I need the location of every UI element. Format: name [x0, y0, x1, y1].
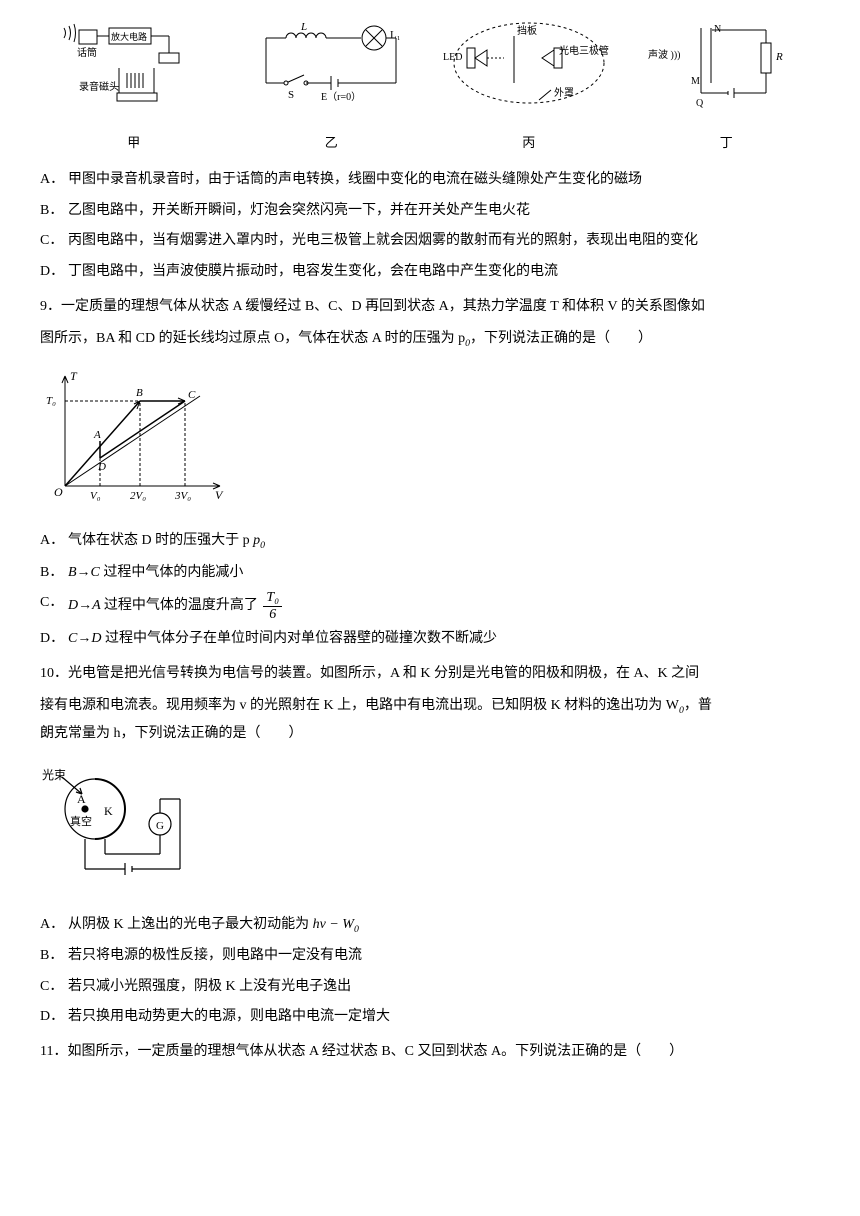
svg-text:S: S [288, 89, 294, 101]
svg-text:O: O [54, 485, 63, 499]
q9-stem: 9．一定质量的理想气体从状态 A 缓慢经过 B、C、D 再回到状态 A，其热力学… [40, 294, 820, 321]
svg-text:放大电路: 放大电路 [111, 31, 147, 42]
svg-text:话筒: 话筒 [77, 46, 97, 59]
svg-text:E（r=0）: E（r=0） [321, 91, 361, 103]
svg-text:A: A [77, 792, 86, 806]
svg-text:T: T [70, 369, 78, 383]
diagram-label-jia: 甲 [40, 131, 228, 156]
svg-text:Q: Q [696, 98, 704, 109]
q11-stem: 11．如图所示，一定质量的理想气体从状态 A 经过状态 B、C 又回到状态 A。… [40, 1039, 820, 1066]
svg-text:外罩: 外罩 [554, 87, 574, 99]
q10-stem-line3: 朗克常量为 h，下列说法正确的是（ ） [40, 721, 820, 748]
svg-text:V: V [215, 488, 224, 502]
svg-text:V₀: V₀ [90, 490, 101, 502]
svg-text:A: A [93, 429, 101, 441]
q10-figure: 光束 A K 真空 G [40, 759, 820, 900]
q10-stem-line2: 接有电源和电流表。现用频率为 v 的光照射在 K 上，电路中有电流出现。已知阴极… [40, 693, 820, 720]
svg-text:光电三极管: 光电三极管 [559, 44, 609, 57]
diagram-yi: L L₁ S E（r=0） 乙 [238, 18, 426, 155]
svg-text:光束: 光束 [42, 768, 66, 782]
q10-option-d: D．若只换用电动势更大的电源，则电路中电流一定增大 [40, 1004, 820, 1031]
diagram-jia: 放大电路 话筒 录音磁头 甲 [40, 18, 228, 155]
diagram-label-yi: 乙 [238, 131, 426, 156]
svg-text:录音磁头: 录音磁头 [79, 80, 119, 93]
q9-graph: T V O T₀ V₀ 2V₀ 3V₀ A B C D [40, 366, 820, 517]
svg-text:真空: 真空 [70, 814, 92, 828]
svg-text:L: L [300, 21, 307, 33]
q9-stem-line2: 图所示，BA 和 CD 的延长线均过原点 O，气体在状态 A 时的压强为 p0，… [40, 326, 820, 353]
svg-text:R: R [775, 51, 783, 63]
svg-text:B: B [136, 387, 143, 399]
q10-option-b: B．若只将电源的极性反接，则电路中一定没有电流 [40, 943, 820, 970]
q10-stem: 10．光电管是把光信号转换为电信号的装置。如图所示，A 和 K 分别是光电管的阳… [40, 661, 820, 688]
svg-text:LED: LED [443, 52, 462, 63]
svg-text:T₀: T₀ [46, 395, 56, 407]
q8-option-b: B．乙图电路中，开关断开瞬间，灯泡会突然闪亮一下，并在开关处产生电火花 [40, 198, 820, 225]
q8-option-a: A．甲图中录音机录音时，由于话筒的声电转换，线圈中变化的电流在磁头缝隙处产生变化… [40, 167, 820, 194]
svg-text:K: K [104, 804, 113, 818]
svg-text:C: C [188, 389, 196, 401]
svg-text:G: G [156, 820, 164, 832]
q9-option-d: D．C→D 过程中气体分子在单位时间内对单位容器壁的碰撞次数不断减少 [40, 626, 820, 653]
svg-text:M: M [691, 76, 700, 87]
diagram-ding: 声波 ))) M N R Q 丁 [633, 18, 821, 155]
svg-text:声波 ))): 声波 ))) [648, 48, 681, 61]
q8-option-c: C．丙图电路中，当有烟雾进入罩内时，光电三极管上就会因烟雾的散射而有光的照射，表… [40, 228, 820, 255]
q10-option-c: C．若只减小光照强度，阴极 K 上没有光电子逸出 [40, 974, 820, 1001]
svg-text:挡板: 挡板 [517, 24, 537, 37]
q8-option-d: D．丁图电路中，当声波使膜片振动时，电容发生变化，会在电路中产生变化的电流 [40, 259, 820, 286]
q9-option-a: A．气体在状态 D 时的压强大于 p p0 [40, 528, 820, 555]
svg-text:L₁: L₁ [390, 29, 401, 41]
svg-text:2V₀: 2V₀ [130, 490, 146, 502]
diagram-bing: LED 挡板 光电三极管 外罩 丙 [435, 18, 623, 155]
circuit-diagrams: 放大电路 话筒 录音磁头 甲 L [40, 18, 820, 155]
q9-option-c: C．D→A 过程中气体的温度升高了 T₀6 [40, 590, 820, 622]
svg-text:3V₀: 3V₀ [174, 490, 191, 502]
q9-option-b: B．B→C 过程中气体的内能减小 [40, 560, 820, 587]
q10-option-a: A．从阴极 K 上逸出的光电子最大初动能为 hv − W0 [40, 912, 820, 939]
diagram-label-ding: 丁 [633, 131, 821, 156]
diagram-label-bing: 丙 [435, 131, 623, 156]
svg-text:D: D [97, 461, 106, 473]
